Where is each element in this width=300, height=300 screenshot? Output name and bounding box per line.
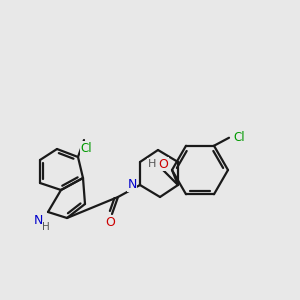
Text: H: H (42, 222, 50, 232)
Text: N: N (33, 214, 43, 226)
Text: Cl: Cl (233, 131, 245, 144)
Text: H: H (148, 159, 156, 169)
Text: Cl: Cl (80, 142, 92, 154)
Text: O: O (158, 158, 168, 170)
Text: O: O (105, 215, 115, 229)
Text: N: N (127, 178, 137, 191)
